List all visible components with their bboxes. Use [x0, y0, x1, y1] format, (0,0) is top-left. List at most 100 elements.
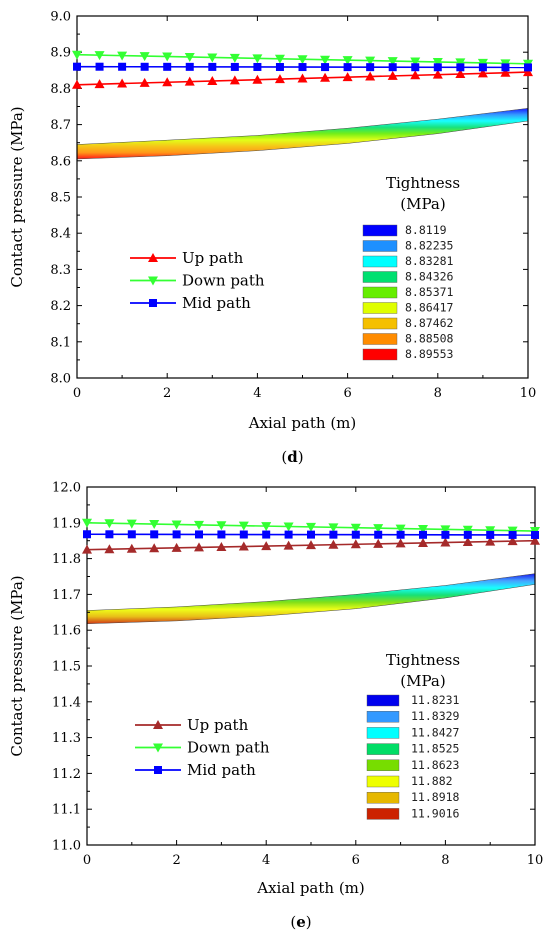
series-mid-path	[83, 530, 539, 539]
legend-label: Mid path	[182, 294, 251, 312]
colorbar-title: Tightness	[386, 174, 460, 192]
y-tick-label: 8.0	[50, 372, 71, 387]
series-marker	[306, 540, 316, 550]
series-marker	[410, 57, 421, 67]
colorbar-label: 11.8525	[411, 742, 459, 756]
y-tick-label: 11.0	[52, 839, 81, 854]
series-marker	[283, 540, 294, 550]
series-marker	[297, 73, 308, 83]
series-marker	[455, 58, 466, 68]
series-marker	[432, 69, 443, 79]
series-marker	[208, 62, 217, 71]
y-tick-label: 11.9	[52, 516, 81, 531]
y-tick-label: 11.7	[52, 588, 81, 603]
series-marker	[154, 766, 162, 774]
legend-label: Up path	[187, 716, 249, 734]
colorbar-swatch	[366, 808, 400, 820]
series-marker	[342, 72, 353, 82]
x-tick-label: 8	[441, 853, 449, 868]
colorbar-swatch	[366, 775, 400, 788]
series-mid-path	[73, 62, 532, 72]
series-marker	[185, 62, 194, 71]
colorbar-label: 8.88508	[405, 332, 454, 346]
series-marker	[148, 253, 158, 262]
series-marker	[508, 530, 517, 539]
colorbar-swatch	[362, 271, 398, 283]
series-marker	[105, 530, 114, 539]
series-marker	[350, 523, 361, 533]
series-marker	[117, 51, 128, 61]
series-marker	[501, 63, 510, 72]
series-marker	[149, 299, 157, 307]
contact-pressure-band	[86, 573, 536, 625]
colorbar-label: 8.85371	[405, 285, 454, 299]
series-marker	[82, 544, 92, 554]
series-marker	[530, 535, 540, 545]
series-marker	[139, 52, 150, 62]
panel-letter: e	[296, 913, 306, 931]
colorbar-label: 8.86417	[405, 301, 454, 315]
series-marker	[194, 542, 204, 552]
series-marker	[72, 79, 82, 89]
legend-label: Up path	[182, 249, 244, 267]
x-tick-label: 4	[253, 386, 261, 401]
series-marker	[172, 530, 181, 539]
colorbar-swatch	[362, 240, 398, 252]
series-marker	[306, 522, 316, 532]
series-marker	[252, 74, 263, 84]
x-tick-label: 0	[83, 853, 91, 868]
x-tick-label: 2	[163, 386, 171, 401]
series-marker	[104, 519, 115, 529]
series-marker	[419, 530, 427, 539]
colorbar-label: 8.8119	[405, 223, 447, 237]
y-tick-label: 11.4	[52, 695, 81, 710]
series-marker	[365, 71, 376, 81]
series-marker	[216, 541, 227, 551]
series-marker	[441, 530, 450, 539]
series-marker	[94, 79, 105, 89]
y-tick-label: 8.8	[50, 82, 71, 97]
series-marker	[238, 541, 249, 551]
series-marker	[350, 539, 361, 549]
series-marker	[418, 524, 428, 534]
series-marker	[351, 530, 360, 539]
colorbar-swatch	[366, 759, 400, 771]
x-tick-label: 6	[343, 386, 351, 401]
series-marker	[396, 530, 405, 539]
series-marker	[163, 62, 172, 71]
series-marker	[328, 539, 339, 549]
chart-panel-e: 11.0 11.1 11.2 11.3 11.4 11.5 11.6 11.7 11.8 11.9…	[8, 481, 543, 932]
series-marker	[395, 538, 406, 548]
colorbar-swatch	[362, 255, 398, 268]
colorbar-swatch	[366, 711, 400, 723]
series-marker	[456, 63, 465, 72]
series-marker	[440, 525, 451, 535]
y-tick-label: 8.1	[50, 335, 71, 350]
y-tick-label: 8.7	[50, 118, 71, 133]
series-marker	[395, 524, 406, 534]
colorbar-swatch	[362, 286, 398, 299]
series-marker	[486, 530, 495, 539]
series-marker	[440, 537, 451, 547]
series-marker	[507, 536, 518, 546]
series-marker	[297, 55, 308, 65]
x-axis-label: Axial path (m)	[256, 879, 365, 897]
series-marker	[207, 53, 218, 63]
series-down-path	[82, 518, 540, 537]
series-marker	[127, 530, 136, 539]
x-tick-label: 6	[352, 853, 360, 868]
series-marker	[253, 62, 262, 71]
series-marker	[195, 530, 203, 539]
series-marker	[73, 62, 81, 71]
legend-label: Down path	[182, 272, 265, 290]
series-marker	[365, 56, 376, 66]
y-tick-label: 8.2	[50, 299, 71, 314]
y-tick-label: 8.4	[50, 227, 71, 242]
colorbar-label: 11.8918	[411, 790, 460, 804]
series-marker	[82, 518, 92, 528]
series-marker	[410, 70, 421, 80]
series-marker	[329, 530, 338, 539]
legend: Up path Down path Mid path	[135, 716, 270, 779]
colorbar-title: Tightness	[386, 651, 460, 669]
y-tick-label: 8.9	[50, 46, 71, 61]
